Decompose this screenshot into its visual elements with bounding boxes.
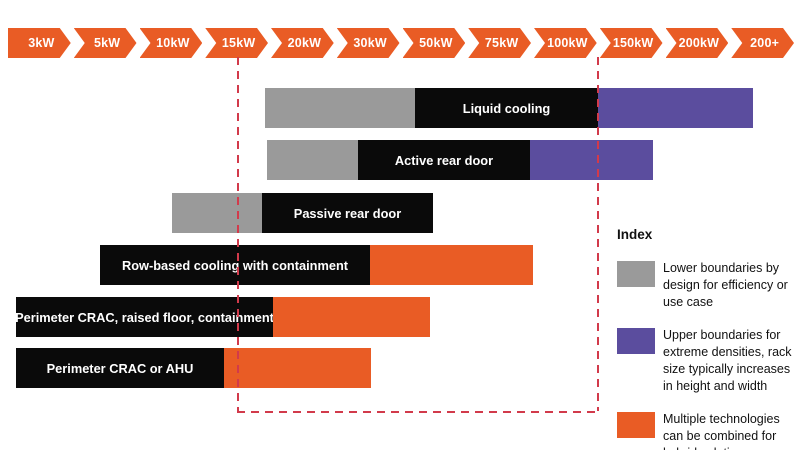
axis-segment-50kw: 50kW	[403, 28, 466, 58]
highlight-right-dashed-line	[597, 57, 599, 411]
axis-tick-label: 200kW	[678, 36, 720, 50]
bar-segment-core: Passive rear door	[262, 193, 433, 233]
purple-swatch	[617, 328, 655, 354]
axis-tick-label: 5kW	[93, 36, 121, 50]
bar-segment-hybrid	[273, 297, 430, 337]
axis-segment-5kw: 5kW	[74, 28, 137, 58]
axis-segment-3kw: 3kW	[8, 28, 71, 58]
axis-segment-20kw: 20kW	[271, 28, 334, 58]
axis-segment-200plus: 200+	[731, 28, 794, 58]
bar-label: Perimeter CRAC, raised floor, containmen…	[15, 309, 274, 325]
bar-label: Passive rear door	[293, 205, 402, 221]
bar-label: Liquid cooling	[462, 100, 551, 116]
bar-segment-core: Liquid cooling	[415, 88, 598, 128]
legend-item-upper-boundaries: Upper boundaries for extreme densities, …	[617, 327, 795, 395]
bar-segment-lower-boundary	[172, 193, 262, 233]
highlight-bottom-dashed-line	[237, 411, 599, 413]
axis-segment-150kw: 150kW	[600, 28, 663, 58]
legend-text: Multiple technologies can be combined fo…	[663, 412, 780, 450]
bar-segment-core: Active rear door	[358, 140, 530, 180]
legend-title: Index	[617, 227, 653, 242]
axis-tick-label: 150kW	[612, 36, 654, 50]
bar-label: Perimeter CRAC or AHU	[46, 360, 194, 376]
axis-tick-label: 100kW	[547, 36, 588, 50]
axis-segment-15kw: 15kW	[205, 28, 268, 58]
bar-segment-upper-boundary	[530, 140, 653, 180]
axis-tick-label: 75kW	[484, 36, 519, 50]
axis-tick-label: 15kW	[221, 36, 256, 50]
axis-segment-200kw: 200kW	[666, 28, 729, 58]
legend: Index Lower boundaries by design for eff…	[617, 227, 795, 450]
bar-segment-lower-boundary	[265, 88, 415, 128]
bar-segment-upper-boundary	[598, 88, 753, 128]
axis-tick-label: 3kW	[28, 36, 55, 50]
bar-segment-hybrid	[224, 348, 371, 388]
kw-axis: 3kW 5kW 10kW 15kW 20kW 30kW 50kW 75kW 100kW 150kW…	[8, 28, 794, 58]
gray-swatch	[617, 261, 655, 287]
legend-text: Upper boundaries for extreme densities, …	[663, 328, 792, 393]
axis-segment-75kw: 75kW	[468, 28, 531, 58]
highlight-left-dashed-line	[237, 57, 239, 411]
axis-tick-label: 10kW	[156, 36, 190, 50]
axis-segment-10kw: 10kW	[140, 28, 203, 58]
axis-tick-label: 30kW	[353, 36, 387, 50]
axis-segment-30kw: 30kW	[337, 28, 400, 58]
axis-tick-label: 50kW	[419, 36, 453, 50]
bar-segment-hybrid	[370, 245, 533, 285]
axis-tick-label: 200+	[750, 36, 780, 50]
legend-text: Lower boundaries by design for efficienc…	[663, 261, 788, 309]
orange-swatch	[617, 412, 655, 438]
bar-segment-core: Perimeter CRAC, raised floor, containmen…	[15, 297, 274, 337]
axis-segment-100kw: 100kW	[534, 28, 597, 58]
bar-label: Row-based cooling with containment	[121, 257, 349, 273]
legend-item-hybrid: Multiple technologies can be combined fo…	[617, 411, 795, 450]
bar-label: Active rear door	[394, 152, 494, 168]
bar-segment-core: Perimeter CRAC or AHU	[16, 348, 224, 388]
bar-segment-lower-boundary	[267, 140, 358, 180]
axis-tick-label: 20kW	[287, 36, 322, 50]
bar-segment-core: Row-based cooling with containment	[100, 245, 370, 285]
legend-item-lower-boundaries: Lower boundaries by design for efficienc…	[617, 260, 795, 311]
